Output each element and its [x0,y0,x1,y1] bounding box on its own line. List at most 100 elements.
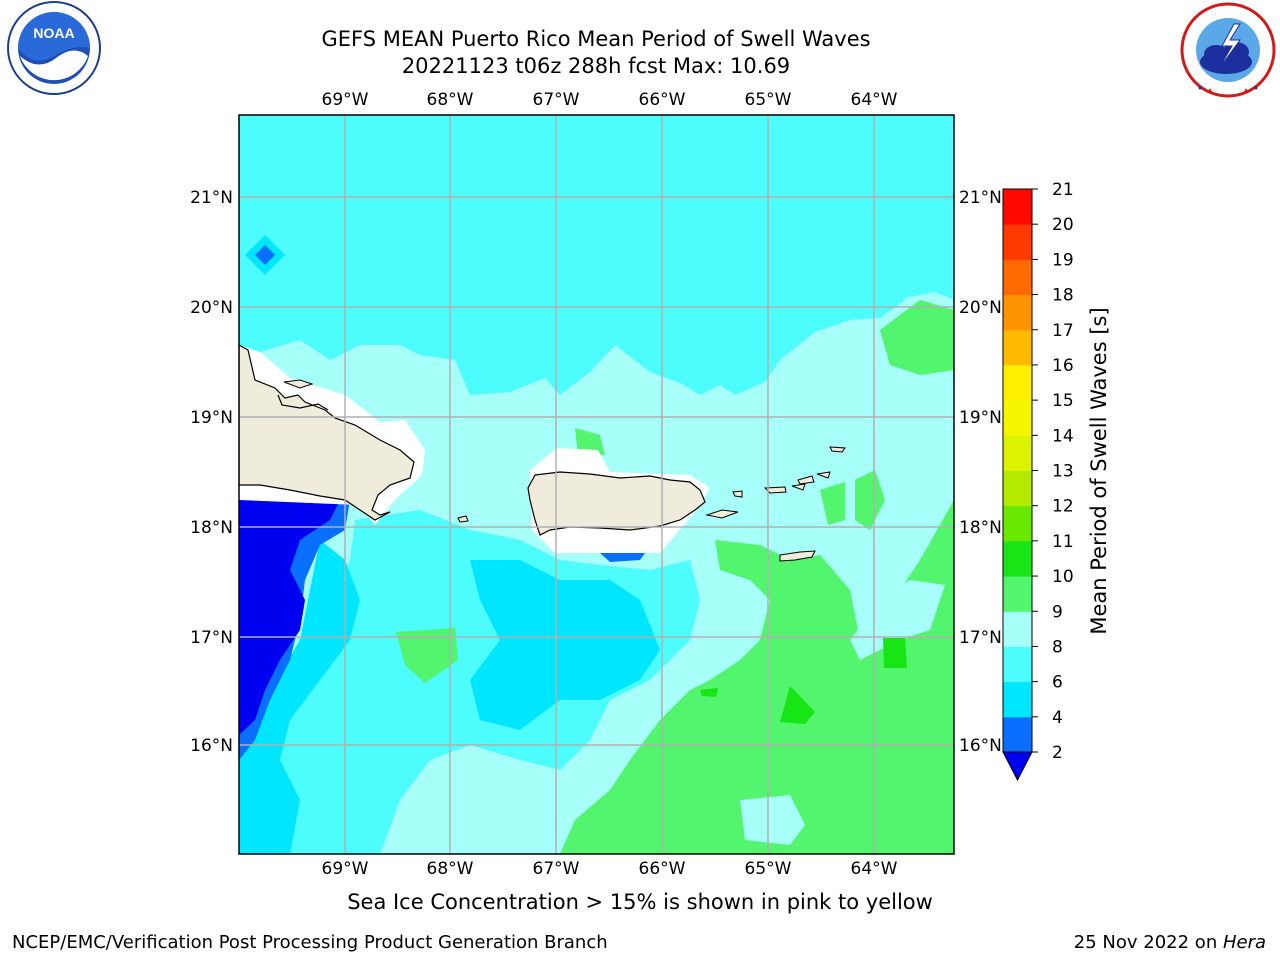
colorbar-tick-label: 19 [1052,250,1074,270]
colorbar-segment [1003,364,1032,401]
lon-labels-top: 69°W 68°W 67°W 66°W 65°W 64°W [322,90,898,110]
noaa-logo-text: NOAA [33,25,74,41]
colorbar-segment [1003,189,1032,225]
footer-host: Hera [1222,932,1266,953]
swell-spot-2-4-nw [255,245,275,265]
colorbar-segment [1003,576,1032,612]
lat-label: 20°N [190,298,233,318]
swell-zone-10-11-mona [396,628,458,683]
colorbar-segment [1003,294,1032,331]
footer-date-text: 25 Nov 2022 on [1073,932,1223,953]
anegada-island [829,446,846,453]
swell-zone-2-4-west [239,500,340,735]
map-subtitle: 20221123 t06z 288h fcst Max: 10.69 [401,54,791,78]
lon-label: 68°W [427,859,474,879]
hispaniola-north-coast-detail [277,394,329,411]
colorbar-tick-label: 9 [1052,602,1063,622]
swell-zone-6-8-southwest [239,540,360,800]
swell-zone-9-10-se-south [740,795,805,845]
lon-label: 65°W [745,90,792,110]
sea-ice-note: Sea Ice Concentration > 15% is shown in … [347,890,933,914]
lon-label: 64°W [851,90,898,110]
tortola-island [797,475,815,485]
colorbar-segment [1003,540,1032,577]
lon-label: 66°W [639,859,686,879]
colorbar-segment [1003,716,1032,753]
colorbar-tick-label: 8 [1052,637,1063,657]
culebra-island [732,490,743,498]
colorbar-tick-label: 14 [1052,426,1074,446]
swell-zone-10-11-anegada [855,470,885,530]
swell-zone-4-6-south-pr [600,553,645,562]
lat-label: 17°N [190,628,233,648]
colorbar-under-arrow [1002,751,1033,782]
colorbar-segment [1003,681,1032,718]
colorbar-segment [1003,400,1032,436]
colorbar-tick-label: 11 [1052,532,1074,552]
lon-label: 69°W [322,859,369,879]
colorbar-tick-label: 20 [1052,215,1074,235]
mona-island [457,515,469,523]
colorbar-segment [1003,646,1032,683]
colorbar-tick-label: 2 [1052,743,1063,763]
lat-label: 19°N [190,408,233,428]
tortuga-island [283,379,314,389]
colorbar-tick-label: 18 [1052,286,1074,306]
colorbar-ticks: 2 4 6 8 9 10 11 12 13 14 15 16 17 18 19 20 21 [1032,180,1074,763]
footer-branch: NCEP/EMC/Verification Post Processing Pr… [12,932,608,953]
lat-label: 21°N [190,188,233,208]
lon-label: 67°W [533,859,580,879]
lon-label: 65°W [745,859,792,879]
colorbar-tick-label: 16 [1052,356,1074,376]
swell-zone-10-11-pr-north [575,428,605,455]
graticule [239,115,954,854]
colorbar-segment [1003,259,1032,296]
vieques-island [705,509,739,519]
colorbar-segment [1003,470,1032,507]
map-panel [239,115,954,854]
nws-logo [1180,2,1276,98]
lon-label: 66°W [639,90,686,110]
footer-date: 25 Nov 2022 on Hera [1074,932,1266,953]
swell-zone-6-8-channel [470,560,660,730]
colorbar-label: Mean Period of Swell Waves [s] [1087,307,1111,634]
swell-zone-11-12-c [700,688,718,697]
colorbar-tick-label: 4 [1052,708,1063,728]
swell-zone-6-8-far-sw [239,740,300,854]
virgin-gorda-island [816,471,831,479]
colorbar-segment [1003,224,1032,260]
lat-label: 16°N [190,736,233,756]
lon-labels-bottom: 69°W 68°W 67°W 66°W 65°W 64°W [322,859,898,879]
lat-label: 18°N [959,518,1002,538]
lat-labels-left: 21°N 20°N 19°N 18°N 17°N 16°N [190,188,233,756]
hispaniola-land [239,344,415,521]
colorbar-tick-label: 17 [1052,321,1074,341]
colorbar-segment [1003,505,1032,542]
colorbar-tick-label: 12 [1052,497,1074,517]
colorbar-segment [1003,611,1032,647]
lat-labels-right: 21°N 20°N 19°N 18°N 17°N 16°N [959,188,1002,756]
colorbar-segment [1003,435,1032,471]
lon-label: 67°W [533,90,580,110]
lon-label: 64°W [851,859,898,879]
lat-label: 17°N [959,628,1002,648]
swell-zone-11-12-b [883,638,907,668]
swell-zone-11-12-a [780,686,815,724]
lat-label: 21°N [959,188,1002,208]
swell-zone-10-11-vi [820,482,845,525]
swell-zone-10-11-east [880,300,954,375]
lat-label: 18°N [190,518,233,538]
colorbar-tick-label: 15 [1052,391,1074,411]
colorbar-tick-label: 6 [1052,673,1063,693]
colorbar-tick-label: 21 [1052,180,1074,200]
puerto-rico-land [527,471,706,536]
colorbar-tick-label: 13 [1052,462,1074,482]
noaa-logo: NOAA [7,1,101,95]
colorbar-tick-label: 10 [1052,567,1074,587]
lon-label: 68°W [427,90,474,110]
st-john-island [791,483,806,491]
swell-zone-10-11-southeast [560,500,954,854]
lat-label: 20°N [959,298,1002,318]
swell-zone-8-9-north [239,115,954,392]
